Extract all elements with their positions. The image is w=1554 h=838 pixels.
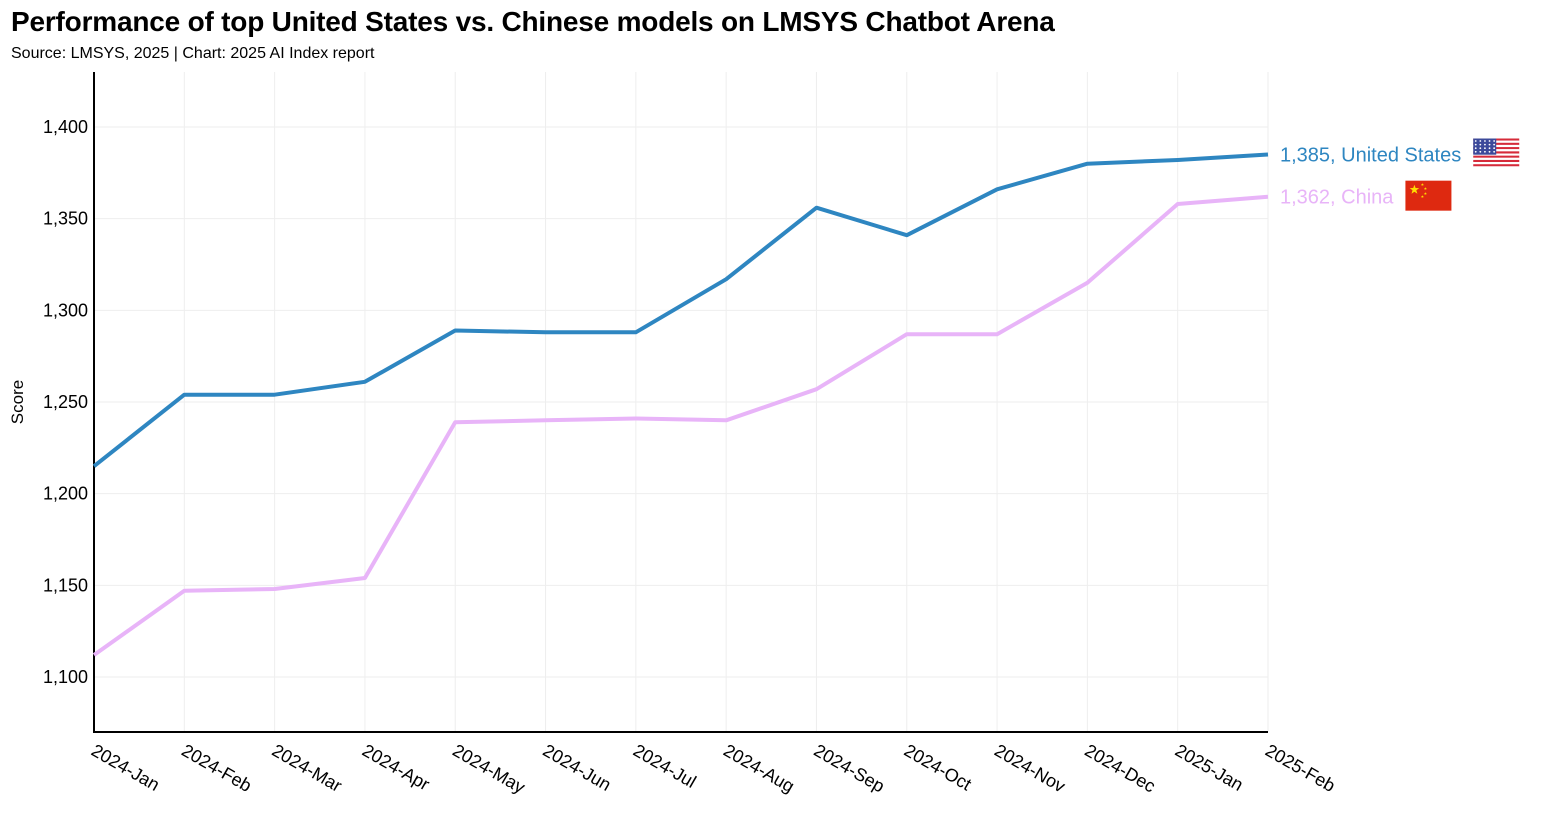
x-tick-label: 2025-Jan — [1172, 740, 1247, 795]
y-tick-labels: 1,100 1,150 1,200 1,250 1,300 1,350 1,400 — [43, 117, 88, 687]
series-line-united-states — [92, 152, 1269, 468]
y-tick-label: 1,350 — [43, 209, 88, 229]
x-tick-label: 2024-Oct — [901, 740, 975, 794]
y-tick-label: 1,300 — [43, 300, 88, 320]
x-tick-label: 2024-Nov — [991, 740, 1069, 796]
y-tick-label: 1,250 — [43, 392, 88, 412]
chart-title: Performance of top United States vs. Chi… — [11, 6, 1055, 37]
axes — [93, 72, 1268, 733]
series-lines — [92, 152, 1269, 657]
y-tick-label: 1,200 — [43, 484, 88, 504]
x-tick-labels: 2024-Jan 2024-Feb 2024-Mar 2024-Apr 2024-May… — [88, 740, 1339, 797]
x-tick-label: 2024-Dec — [1081, 740, 1159, 796]
x-tick-label: 2024-Mar — [269, 740, 346, 796]
china-flag-icon — [1405, 180, 1452, 211]
x-tick-label: 2024-Feb — [178, 740, 255, 796]
x-tick-label: 2024-May — [449, 740, 528, 797]
x-tick-label: 2024-Aug — [720, 740, 798, 796]
x-tick-label: 2024-Sep — [810, 740, 888, 796]
chart-subtitle: Source: LMSYS, 2025 | Chart: 2025 AI Ind… — [11, 45, 375, 62]
x-tick-label: 2024-Jun — [540, 740, 615, 795]
y-axis-title: Score — [8, 380, 27, 424]
y-tick-label: 1,400 — [43, 117, 88, 137]
end-labels: 1,385, United States 1,362, China — [1280, 138, 1520, 211]
x-tick-label: 2024-Jan — [88, 740, 163, 795]
y-tick-label: 1,100 — [43, 667, 88, 687]
us-flag-icon — [1473, 138, 1520, 169]
x-tick-label: 2025-Feb — [1262, 740, 1339, 796]
end-label-china: 1,362, China — [1280, 187, 1394, 209]
x-tick-label: 2024-Jul — [630, 740, 700, 792]
y-tick-label: 1,150 — [43, 575, 88, 595]
end-label-united-states: 1,385, United States — [1280, 145, 1461, 167]
series-line-china — [92, 194, 1269, 657]
x-tick-label: 2024-Apr — [359, 740, 433, 794]
gridlines — [94, 72, 1269, 732]
